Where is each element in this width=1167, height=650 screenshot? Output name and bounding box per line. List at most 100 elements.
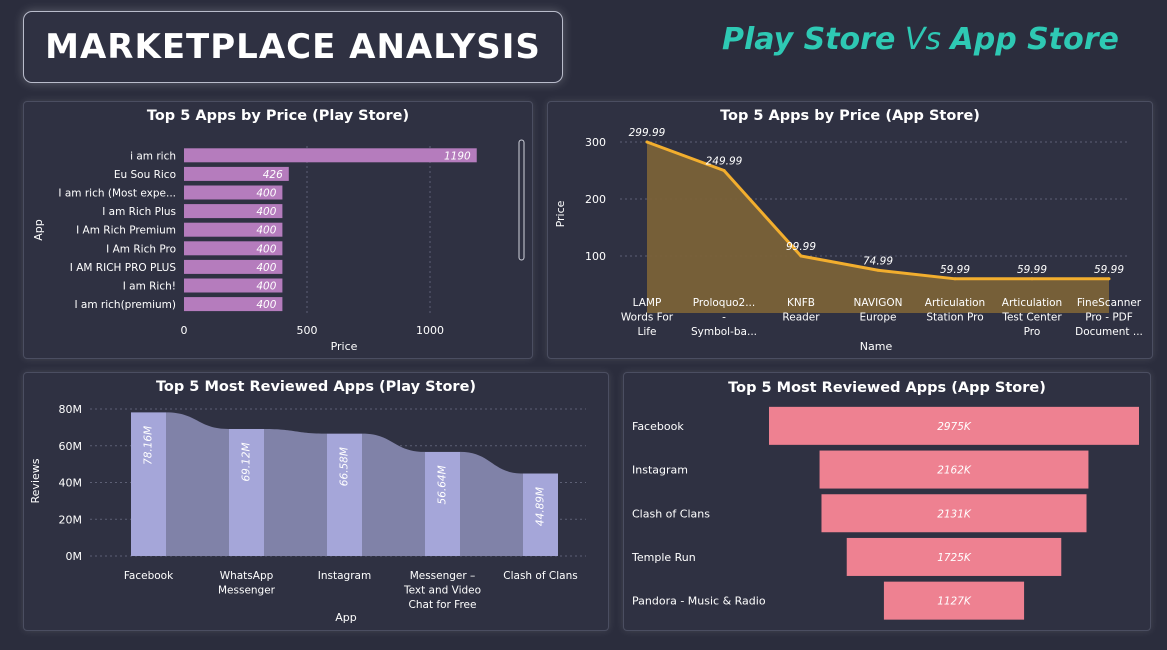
app-price-category-2-line-1: Reader [782,312,820,324]
app-price-category-2-line-0: KNFB [787,297,815,309]
app-price-category-0-line-1: Words For [621,312,674,324]
play-price-chart: 0 500 1000 i am rich 1190 Eu Sou Rico 426 I am … [32,139,525,353]
app-reviews-category-0: Facebook [632,420,684,433]
panel-play-reviews: Top 5 Most Reviewed Apps (Play Store) 0M… [23,372,609,631]
play-reviews-ribbon-0 [166,412,229,556]
app-price-data-label-3: 74.99 [863,255,893,267]
app-reviews-bar-4 [883,581,1025,620]
app-price-category-5-line-1: Test Center [1001,312,1062,324]
play-price-bar-2 [184,185,283,200]
play-reviews-chart: 0M 20M 40M 60M 80M 78.16M Facebook 69.12M WhatsA… [29,403,586,624]
play-price-data-label-2: 400 [256,188,276,200]
app-price-data-label-6: 59.99 [1094,264,1124,276]
play-price-category-0: i am rich [130,150,176,162]
play-price-bar-6 [184,259,283,274]
play-price-bar-0 [184,148,477,163]
play-reviews-title: Top 5 Most Reviewed Apps (Play Store) [155,379,477,395]
play-reviews-ribbon-3 [460,451,523,556]
play-reviews-bar-3 [425,451,460,556]
play-reviews-ytick-3: 60M [59,440,83,453]
app-price-category-5-line-0: Articulation [1002,297,1062,309]
play-price-category-3: I am Rich Plus [102,206,176,218]
app-reviews-category-1: Instagram [632,464,688,477]
subtitle-play-store: Play Store [722,22,896,57]
play-reviews-bar-0 [131,412,166,556]
app-reviews-bar-2 [821,494,1087,533]
app-price-ytick-0: 100 [585,250,606,263]
app-price-area [647,142,1109,313]
play-price-xlabel: Price [331,340,358,353]
app-price-point-2 [799,254,803,258]
play-reviews-bar-4 [523,473,558,556]
play-price-category-5: I Am Rich Pro [106,243,176,255]
play-price-category-8: I am rich(premium) [74,299,176,311]
play-reviews-category-0-line-0: Facebook [124,570,174,582]
app-price-category-1-line-1: - [722,312,726,324]
app-price-category-6-line-0: FineScanner [1077,297,1142,309]
play-price-bar-5 [184,241,283,256]
play-reviews-ytick-4: 80M [59,403,83,416]
app-price-point-5 [1030,277,1034,281]
app-reviews-bar-3 [846,537,1062,576]
play-reviews-ytick-2: 40M [59,477,83,490]
play-price-data-label-3: 400 [256,206,276,218]
play-price-data-label-6: 400 [256,262,276,274]
app-price-point-3 [876,268,880,272]
play-reviews-category-1-line-0: WhatsApp [220,570,274,582]
app-price-category-5-line-2: Pro [1024,326,1041,338]
play-reviews-xlabel: App [335,611,357,624]
app-reviews-data-label-0: 2975K [937,421,972,433]
play-price-data-label-1: 426 [263,169,283,181]
play-price-data-label-8: 400 [256,299,276,311]
app-price-ytick-2: 300 [585,136,606,149]
panel-play-price: Top 5 Apps by Price (Play Store) 0 500 100… [23,101,533,359]
panel-app-price: Top 5 Apps by Price (App Store) 100 200 30… [547,101,1153,359]
app-reviews-title: Top 5 Most Reviewed Apps (App Store) [728,380,1046,396]
app-price-data-label-5: 59.99 [1017,264,1047,276]
app-price-category-4-line-1: Station Pro [926,312,983,324]
app-price-data-label-2: 99.99 [786,241,816,253]
play-reviews-ribbon-2 [362,433,425,556]
app-price-data-label-4: 59.99 [940,264,970,276]
play-price-category-2: I am rich (Most expe... [58,188,176,200]
play-reviews-ylabel: Reviews [29,458,42,503]
play-reviews-category-3-line-0: Messenger – [410,570,476,582]
app-price-category-1-line-2: Symbol-ba... [691,326,757,338]
play-price-xtick-0: 0 [181,324,188,337]
play-price-bar-7 [184,278,283,293]
play-price-category-1: Eu Sou Rico [114,169,176,181]
play-reviews-data-label-4: 44.89M [535,487,547,526]
play-reviews-bar-2 [327,433,362,556]
play-price-title: Top 5 Apps by Price (Play Store) [146,108,410,124]
play-reviews-category-2-line-0: Instagram [318,570,371,582]
play-price-scrollbar [518,139,525,261]
play-price-category-7: I am Rich! [123,281,176,293]
app-price-point-0 [645,140,649,144]
app-reviews-category-2: Clash of Clans [632,507,710,520]
dashboard-title: MARKETPLACE ANALYSIS [45,27,541,67]
play-price-xtick-1: 500 [297,324,318,337]
panel-app-reviews: Top 5 Most Reviewed Apps (App Store) 297… [623,372,1151,631]
app-price-point-4 [953,277,957,281]
app-reviews-data-label-1: 2162K [937,465,972,477]
app-reviews-category-4: Pandora - Music & Radio [632,595,766,608]
app-price-chart: 100 200 300 299.99 LAMP Words For Life 249.99 Pr… [554,127,1143,353]
app-reviews-data-label-2: 2131K [937,508,972,520]
app-price-category-1-line-0: Proloquo2... [693,297,755,309]
play-price-category-4: I Am Rich Premium [76,225,176,237]
app-price-category-6-line-1: Pro - PDF [1085,312,1133,324]
play-price-data-label-0: 1190 [444,150,471,162]
subtitle-vs: Vs [895,22,951,57]
app-price-category-4-line-0: Articulation [925,297,985,309]
play-reviews-category-1-line-1: Messenger [218,585,276,597]
app-price-category-0-line-0: LAMP [633,297,662,309]
app-price-title: Top 5 Apps by Price (App Store) [720,108,980,124]
play-price-bar-4 [184,222,283,237]
app-reviews-bar-0 [769,406,1139,445]
play-reviews-bar-1 [229,428,264,556]
play-price-data-label-4: 400 [256,225,276,237]
play-reviews-category-4-line-0: Clash of Clans [503,570,577,582]
play-reviews-ribbon-1 [264,428,327,556]
app-price-category-3-line-0: NAVIGON [854,297,903,309]
subtitle-app-store: App Store [950,22,1119,57]
